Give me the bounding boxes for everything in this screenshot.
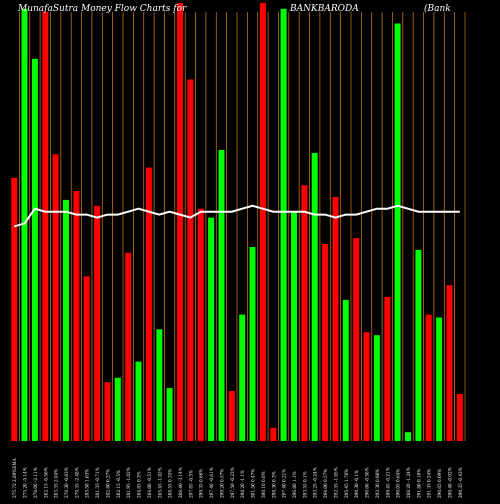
- x-tick-label: 275.20 -5.14%: [23, 467, 28, 498]
- x-tick-label: 284.00 -0.51%: [147, 467, 152, 498]
- money-flow-bar: [405, 432, 411, 441]
- chart-title: MunafaSutra Money Flow Charts for BANKBA…: [17, 3, 451, 14]
- money-flow-bar: [94, 205, 101, 441]
- money-flow-bar: [363, 332, 370, 441]
- money-flow-bar: [52, 154, 59, 442]
- money-flow-bar: [31, 58, 38, 442]
- x-tick-label: 290.05 0.64%: [396, 469, 401, 498]
- money-flow-bar: [270, 427, 277, 441]
- money-flow-bar: [197, 208, 204, 441]
- money-flow-bar: [353, 238, 360, 441]
- x-tick-label: 289.45 -0.21%: [385, 467, 390, 498]
- x-tick-label: 292.35 -1.05%: [334, 467, 339, 498]
- money-flow-bar: [177, 2, 183, 442]
- x-tick-label: 283.35 2.04%: [54, 469, 59, 498]
- x-tick-label: 288.55 0.35%: [168, 469, 173, 498]
- money-flow-bar: [301, 185, 308, 441]
- x-tick-label: 284.85 0.3%: [137, 471, 142, 498]
- money-flow-bar: [456, 394, 463, 441]
- money-flow-bar: [259, 2, 266, 442]
- average-line: [13, 204, 460, 228]
- money-flow-bar: [322, 244, 329, 441]
- grid-lines: [18, 12, 466, 441]
- x-tick-label: 301.50 0.47%: [251, 469, 256, 498]
- x-tick-label: 290.40 -0.02%: [448, 467, 453, 498]
- title-suffix: (Bank: [424, 3, 451, 14]
- title-prefix: MunafaSutra Money Flow Charts for: [17, 4, 187, 14]
- money-flow-bar: [249, 247, 256, 441]
- money-flow-bar: [239, 314, 246, 441]
- x-tick-label: 297.50 -0.23%: [230, 467, 235, 498]
- x-tick-label: 288.20 -1.24%: [406, 467, 411, 498]
- money-flow-bar: [446, 285, 453, 441]
- x-tick-label: 297.85 -0.5%: [188, 470, 193, 498]
- x-tick-label: 285.50 1.63%: [85, 469, 90, 498]
- money-flow-bar: [218, 149, 225, 441]
- x-tick-label: 276.00 -2.11%: [33, 467, 38, 498]
- money-flow-bar: [156, 329, 163, 441]
- money-flow-bar: [208, 217, 215, 441]
- money-flow-bar: [384, 296, 391, 441]
- money-flow-bar: [342, 299, 349, 441]
- x-tick-label: 290.30 -0.1%: [354, 470, 359, 498]
- x-tick-label: 295.45 1.78%: [344, 469, 349, 498]
- money-flow-bar: [311, 152, 318, 441]
- money-flow-bar: [280, 8, 287, 442]
- x-tick-label: 294.00 0.57%: [323, 469, 328, 498]
- x-tick-label: 293.25 -0.24%: [313, 467, 318, 498]
- money-flow-bar: [394, 23, 401, 441]
- money-flow-bar: [187, 79, 194, 442]
- x-tick-label: 275.72 2.89%EMA: [12, 457, 17, 498]
- money-flow-bar: [21, 8, 28, 442]
- money-flow-bar: [42, 11, 49, 442]
- money-flow-bar: [373, 335, 380, 441]
- money-flow-bar: [166, 388, 173, 441]
- x-tick-label: 281.95 -1.02%: [126, 467, 131, 498]
- money-flow-bar: [332, 197, 339, 441]
- x-tick-label: 282.15 -0.56%: [43, 467, 48, 498]
- x-tick-label: 279.35 -2.48%: [74, 467, 79, 498]
- x-tick-label: 291.80 0.16%: [416, 469, 421, 498]
- money-flow-bar: [114, 377, 121, 441]
- x-tick-label: 290.65 0.09%: [437, 469, 442, 498]
- stock-symbol: BANKBARODA: [289, 4, 359, 14]
- x-tick-label: 299.20 0.57%: [220, 469, 225, 498]
- x-tick-label: 282.80 0.27%: [106, 469, 111, 498]
- bars: [11, 2, 463, 442]
- x-tick-label: 293.55 0.1%: [302, 471, 307, 498]
- x-tick-label: 297.40 -0.61%: [209, 467, 214, 498]
- money-flow-bar: [63, 199, 69, 441]
- money-flow-bar: [125, 252, 132, 441]
- money-flow-bar: [104, 382, 111, 441]
- money-flow-bar: [291, 211, 297, 441]
- money-flow-bar: [145, 167, 152, 441]
- x-tick-label: 298.30 0.3%: [271, 471, 276, 498]
- money-flow-bar: [436, 317, 443, 441]
- money-flow-bar: [425, 314, 432, 441]
- x-tick-label: 285.45 -1.02%: [157, 467, 162, 498]
- money-flow-bar: [228, 391, 235, 441]
- x-tick-label: 276.30 -0.63%: [64, 467, 69, 498]
- x-tick-label: 288.40 -3.14%: [178, 467, 183, 498]
- x-tick-label: 292.30 0.98%: [375, 469, 380, 498]
- x-tick-label: 290.35 -0.43%: [458, 467, 463, 498]
- x-tick-label: 296.80 1.1%: [292, 471, 297, 498]
- x-tick-label: 282.15 -0.5%: [116, 470, 121, 498]
- money-flow-bar: [83, 276, 90, 441]
- money-flow-bar: [11, 177, 18, 441]
- x-tick-labels: 275.72 2.89%EMA 275.20 -5.14% 276.00 -2.11…: [12, 457, 463, 498]
- money-flow-bar: [135, 361, 142, 441]
- x-tick-label: 299.35 0.66%: [199, 469, 204, 498]
- x-tick-label: 300.10 0.6%: [261, 471, 266, 498]
- x-tick-label: 290.60 -0.58%: [365, 467, 370, 498]
- x-tick-label: 298.20 -1.1%: [240, 470, 245, 498]
- money-flow-bar: [73, 191, 80, 441]
- money-flow-bar: [415, 249, 422, 441]
- x-tick-label: 281.35 -0.71%: [95, 467, 100, 498]
- x-tick-label: 297.40 0.21%: [282, 469, 287, 498]
- x-tick-label: 291.35 0.24%: [427, 469, 432, 498]
